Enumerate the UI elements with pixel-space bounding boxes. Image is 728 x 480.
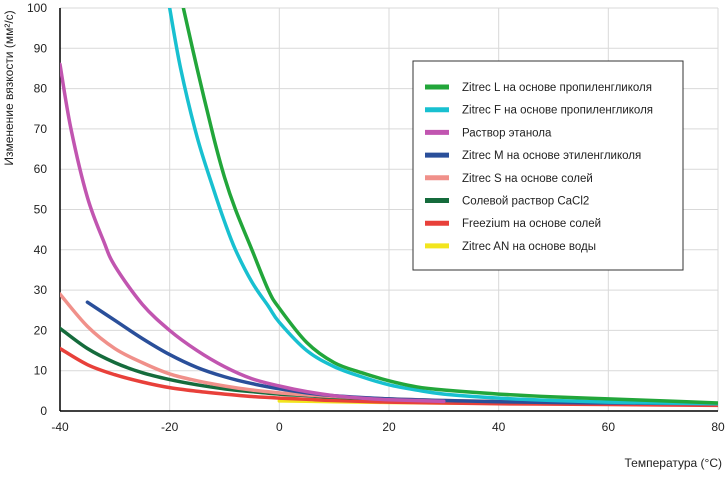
y-tick-label: 80 (34, 82, 48, 96)
y-axis-title: Изменение вязкости (мм²/с) (2, 10, 16, 165)
y-tick-label: 50 (34, 203, 48, 217)
legend-label-5: Zitrec S на основе солей (462, 173, 593, 185)
x-tick-label: 0 (276, 420, 283, 434)
legend-label-8: Zitrec AN на основе воды (462, 241, 596, 253)
y-tick-label: 30 (34, 283, 48, 297)
x-tick-label: 60 (602, 420, 616, 434)
x-tick-label: 20 (382, 420, 396, 434)
legend-label-4: Zitrec M на основе этиленгликоля (462, 150, 641, 162)
y-tick-label: 40 (34, 243, 48, 257)
y-tick-label: 20 (34, 323, 48, 337)
series-line-1 (181, 8, 718, 405)
y-tick-label: 100 (27, 1, 47, 15)
y-tick-label: 90 (34, 41, 48, 55)
legend-label-2: Zitrec F на основе пропиленгликоля (462, 105, 653, 117)
x-tick-label: 40 (492, 420, 506, 434)
legend-label-6: Солевой раствор CaCl2 (462, 196, 589, 208)
series-lines (60, 8, 718, 408)
legend-label-3: Раствор этанола (462, 127, 552, 139)
series-line-2 (167, 8, 718, 406)
y-tick-label: 60 (34, 162, 48, 176)
y-tick-label: 70 (34, 122, 48, 136)
series-line-3 (60, 62, 446, 404)
legend-label-7: Freezium на основе солей (462, 218, 601, 230)
y-tick-label: 0 (40, 404, 47, 418)
x-tick-labels: -40 -20 0 20 40 60 80 (51, 420, 725, 434)
legend-box (412, 60, 684, 271)
y-tick-label: 10 (34, 364, 48, 378)
y-tick-labels: 0 10 20 30 40 50 60 70 80 90 100 (27, 1, 47, 418)
legend: Zitrec L на основе пропиленгликоля Zitrec… (412, 60, 684, 271)
legend-items: Zitrec L на основе пропиленгликоля Zitrec… (425, 82, 653, 253)
x-axis-title: Температура (°C) (625, 456, 722, 470)
x-tick-label: -40 (51, 420, 69, 434)
x-tick-label: -20 (161, 420, 179, 434)
legend-label-1: Zitrec L на основе пропиленгликоля (462, 82, 652, 94)
x-tick-label: 80 (711, 420, 725, 434)
